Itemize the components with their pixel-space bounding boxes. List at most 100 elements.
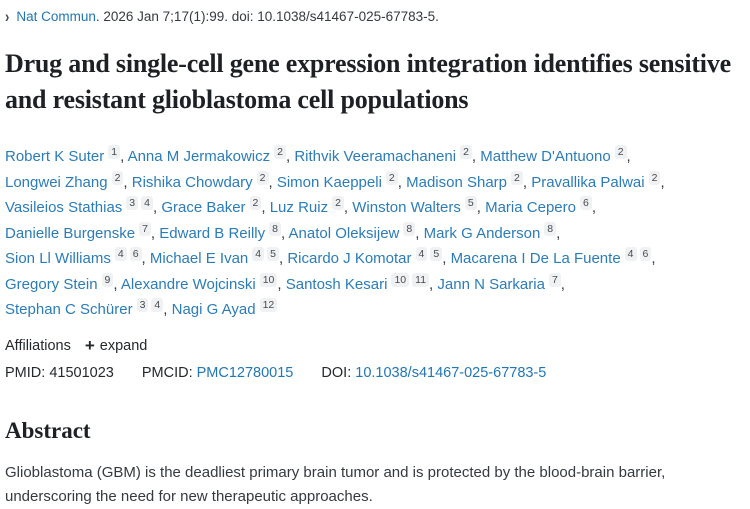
author-link[interactable]: Mark G Anderson bbox=[423, 224, 541, 242]
article-title: Drug and single-cell gene expression int… bbox=[5, 49, 731, 114]
author-link[interactable]: Anatol Oleksijew bbox=[288, 224, 400, 242]
author: Stephan C Schürer 3 4 bbox=[5, 298, 164, 318]
expand-affiliations-button[interactable]: + expand bbox=[84, 335, 148, 355]
author-link[interactable]: Simon Kaeppeli bbox=[276, 173, 382, 191]
author-link[interactable]: Macarena I De La Fuente bbox=[450, 250, 621, 267]
authors-list: Robert K Suter 1, Anna M Jermakowicz 2, Ri… bbox=[5, 145, 665, 318]
author-link[interactable]: Madison Sharp bbox=[406, 173, 508, 191]
plus-icon: + bbox=[84, 335, 95, 355]
affiliation-number-badge[interactable]: 7 bbox=[139, 221, 151, 236]
affiliation-number-badge[interactable]: 4 bbox=[415, 247, 428, 261]
author-link[interactable]: Alexandre Wojcinski bbox=[120, 275, 256, 293]
affiliation-number-badge[interactable]: 9 bbox=[101, 272, 114, 287]
author-link[interactable]: Stephan C Schürer bbox=[5, 301, 133, 318]
affiliation-number-badge[interactable]: 2 bbox=[385, 170, 398, 185]
author: Winston Walters 5 bbox=[352, 196, 477, 216]
author: Maria Cepero 6 bbox=[485, 196, 592, 216]
affiliation-number-badge[interactable]: 11 bbox=[412, 272, 430, 287]
author-link[interactable]: Maria Cepero bbox=[485, 199, 576, 216]
affiliation-number-badge[interactable]: 5 bbox=[464, 196, 477, 210]
affiliation-number-badge[interactable]: 4 bbox=[151, 298, 164, 312]
affiliation-number-badge[interactable]: 2 bbox=[111, 170, 124, 185]
affiliation-number-badge[interactable]: 5 bbox=[430, 247, 443, 261]
identifiers-row: PMID: 41501023 PMCID: PMC12780015 DOI: 1… bbox=[5, 365, 740, 381]
expand-label: expand bbox=[99, 337, 148, 354]
author: Danielle Burgenske 7 bbox=[5, 221, 151, 242]
author: Sion Ll Williams 4 6 bbox=[5, 247, 142, 267]
author-link[interactable]: Robert K Suter bbox=[5, 148, 105, 165]
author-link[interactable]: Matthew D'Antuono bbox=[480, 148, 611, 165]
affiliation-number-badge[interactable]: 8 bbox=[544, 221, 557, 236]
author-link[interactable]: Nagi G Ayad bbox=[171, 301, 256, 318]
author-link[interactable]: Michael E Ivan bbox=[149, 250, 249, 267]
author: Michael E Ivan 4 5 bbox=[149, 247, 279, 267]
author: Nagi G Ayad 12 bbox=[171, 298, 278, 318]
author: Macarena I De La Fuente 4 6 bbox=[450, 247, 652, 267]
affiliation-number-badge[interactable]: 3 bbox=[136, 298, 149, 312]
author: Pravallika Palwai 2 bbox=[531, 170, 661, 191]
doi-group: DOI: 10.1038/s41467-025-67783-5 bbox=[321, 365, 546, 381]
affiliation-number-badge[interactable]: 6 bbox=[129, 247, 142, 261]
affiliation-number-badge[interactable]: 7 bbox=[548, 272, 561, 287]
pmcid-group: PMCID: PMC12780015 bbox=[142, 365, 294, 381]
pmid-label: PMID: bbox=[5, 364, 46, 381]
affiliation-number-badge[interactable]: 4 bbox=[141, 196, 153, 210]
author-link[interactable]: Pravallika Palwai bbox=[531, 173, 645, 191]
author-link[interactable]: Rithvik Veeramachaneni bbox=[294, 148, 457, 165]
author: Gregory Stein 9 bbox=[5, 272, 114, 293]
author-link[interactable]: Anna M Jermakowicz bbox=[127, 148, 271, 165]
affiliation-number-badge[interactable]: 5 bbox=[267, 247, 279, 261]
affiliation-number-badge[interactable]: 2 bbox=[648, 170, 661, 185]
author: Matthew D'Antuono 2 bbox=[480, 145, 627, 165]
journal-citation-line: › Nat Commun. 2026 Jan 7;17(1):99. doi: 1… bbox=[5, 7, 740, 26]
affiliation-number-badge[interactable]: 1 bbox=[108, 145, 121, 159]
affiliation-number-badge[interactable]: 2 bbox=[249, 196, 262, 210]
author: Longwei Zhang 2 bbox=[5, 170, 124, 191]
affiliation-number-badge[interactable]: 8 bbox=[269, 221, 281, 236]
affiliation-number-badge[interactable]: 8 bbox=[403, 221, 416, 236]
affiliation-number-badge[interactable]: 12 bbox=[259, 298, 278, 312]
affiliation-number-badge[interactable]: 10 bbox=[259, 272, 278, 287]
affiliation-number-badge[interactable]: 2 bbox=[614, 145, 627, 159]
affiliation-number-badge[interactable]: 2 bbox=[274, 145, 286, 159]
author: Simon Kaeppeli 2 bbox=[276, 170, 398, 191]
author-link[interactable]: Ricardo J Komotar bbox=[287, 250, 412, 267]
author-link[interactable]: Santosh Kesari bbox=[285, 275, 388, 293]
author: Anatol Oleksijew 8 bbox=[288, 221, 416, 242]
author: Anna M Jermakowicz 2 bbox=[127, 145, 286, 165]
chevron-right-icon[interactable]: › bbox=[5, 7, 10, 26]
author-link[interactable]: Jann N Sarkaria bbox=[437, 275, 545, 293]
author: Luz Ruiz 2 bbox=[269, 196, 344, 216]
author-link[interactable]: Winston Walters bbox=[352, 199, 461, 216]
affiliation-number-badge[interactable]: 3 bbox=[126, 196, 139, 210]
doi-link[interactable]: 10.1038/s41467-025-67783-5 bbox=[355, 364, 547, 381]
author: Robert K Suter 1 bbox=[5, 145, 121, 165]
abstract-heading: Abstract bbox=[5, 417, 91, 443]
author-link[interactable]: Gregory Stein bbox=[5, 275, 98, 293]
author: Rithvik Veeramachaneni 2 bbox=[294, 145, 472, 165]
affiliation-number-badge[interactable]: 2 bbox=[332, 196, 344, 210]
author: Edward B Reilly 8 bbox=[159, 221, 281, 242]
pmcid-link[interactable]: PMC12780015 bbox=[196, 364, 294, 381]
affiliation-number-badge[interactable]: 2 bbox=[460, 145, 472, 159]
affiliation-number-badge[interactable]: 10 bbox=[391, 272, 410, 287]
author-link[interactable]: Sion Ll Williams bbox=[5, 250, 111, 267]
affiliation-number-badge[interactable]: 4 bbox=[624, 247, 637, 261]
author-link[interactable]: Rishika Chowdary bbox=[131, 173, 253, 191]
affiliation-number-badge[interactable]: 6 bbox=[579, 196, 592, 210]
affiliation-number-badge[interactable]: 2 bbox=[256, 170, 269, 185]
pmid-group: PMID: 41501023 bbox=[5, 365, 114, 381]
affiliation-number-badge[interactable]: 6 bbox=[639, 247, 652, 261]
journal-link[interactable]: Nat Commun bbox=[16, 9, 96, 24]
affiliation-number-badge[interactable]: 4 bbox=[114, 247, 127, 261]
author-link[interactable]: Grace Baker bbox=[161, 199, 246, 216]
affiliation-number-badge[interactable]: 2 bbox=[511, 170, 523, 185]
author: Vasileios Stathias 3 4 bbox=[5, 196, 153, 216]
author-link[interactable]: Luz Ruiz bbox=[269, 199, 329, 216]
affiliation-number-badge[interactable]: 4 bbox=[252, 247, 265, 261]
author-link[interactable]: Danielle Burgenske bbox=[5, 224, 136, 242]
author-link[interactable]: Longwei Zhang bbox=[5, 173, 108, 191]
author-link[interactable]: Vasileios Stathias bbox=[5, 199, 123, 216]
author-link[interactable]: Edward B Reilly bbox=[159, 224, 266, 242]
author: Jann N Sarkaria 7 bbox=[437, 272, 561, 293]
